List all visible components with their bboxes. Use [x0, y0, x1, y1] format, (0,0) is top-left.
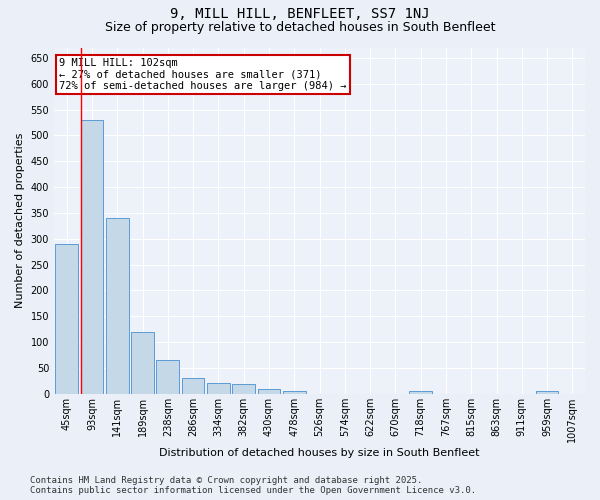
Bar: [283, 391, 305, 394]
Bar: [157, 360, 179, 394]
Bar: [55, 244, 78, 394]
Bar: [80, 120, 103, 394]
Text: 9, MILL HILL, BENFLEET, SS7 1NJ: 9, MILL HILL, BENFLEET, SS7 1NJ: [170, 8, 430, 22]
Bar: [257, 388, 280, 394]
Text: 9 MILL HILL: 102sqm
← 27% of detached houses are smaller (371)
72% of semi-detac: 9 MILL HILL: 102sqm ← 27% of detached ho…: [59, 58, 347, 91]
Y-axis label: Number of detached properties: Number of detached properties: [15, 133, 25, 308]
Bar: [207, 384, 230, 394]
Bar: [182, 378, 205, 394]
Bar: [131, 332, 154, 394]
Bar: [536, 391, 559, 394]
X-axis label: Distribution of detached houses by size in South Benfleet: Distribution of detached houses by size …: [159, 448, 480, 458]
Text: Size of property relative to detached houses in South Benfleet: Size of property relative to detached ho…: [105, 21, 495, 34]
Bar: [232, 384, 255, 394]
Bar: [106, 218, 128, 394]
Text: Contains HM Land Registry data © Crown copyright and database right 2025.
Contai: Contains HM Land Registry data © Crown c…: [30, 476, 476, 495]
Bar: [409, 391, 432, 394]
